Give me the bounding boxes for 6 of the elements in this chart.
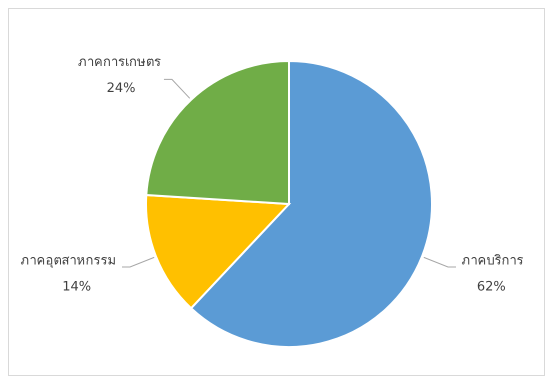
- data-label: 62%: [476, 280, 506, 295]
- slice-label: ภาคการเกษตร: [78, 55, 162, 70]
- data-label: 24%: [106, 81, 136, 96]
- slice-label: ภาคบริการ: [461, 254, 524, 269]
- slice-label: ภาคอุตสาหกรรม: [20, 254, 117, 269]
- data-label: 14%: [62, 280, 92, 295]
